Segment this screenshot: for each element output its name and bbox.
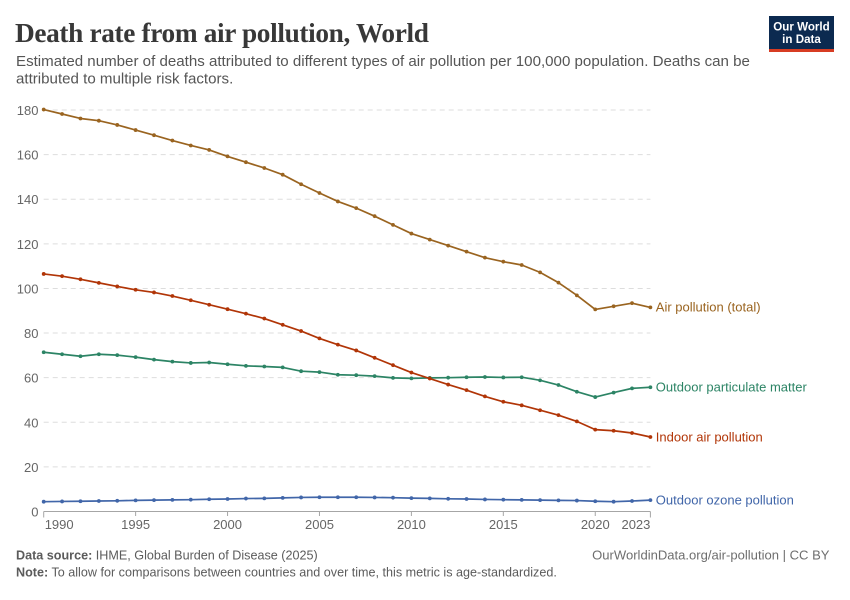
svg-text:0: 0 bbox=[31, 505, 38, 520]
svg-text:in Data: in Data bbox=[782, 33, 821, 46]
svg-text:2020: 2020 bbox=[581, 517, 610, 532]
svg-text:Estimated number of deaths att: Estimated number of deaths attributed to… bbox=[16, 53, 750, 70]
svg-text:2015: 2015 bbox=[489, 517, 518, 532]
svg-text:Data source: IHME, Global Burd: Data source: IHME, Global Burden of Dise… bbox=[16, 548, 318, 562]
svg-text:180: 180 bbox=[17, 103, 39, 118]
svg-text:120: 120 bbox=[17, 237, 39, 252]
svg-text:OurWorldinData.org/air-polluti: OurWorldinData.org/air-pollution | CC BY bbox=[592, 547, 830, 562]
svg-text:Note: To allow for comparisons: Note: To allow for comparisons between c… bbox=[16, 565, 557, 579]
svg-text:40: 40 bbox=[24, 415, 38, 430]
svg-text:Indoor air pollution: Indoor air pollution bbox=[656, 430, 763, 445]
svg-text:2005: 2005 bbox=[305, 517, 334, 532]
svg-text:140: 140 bbox=[17, 192, 39, 207]
svg-text:2023: 2023 bbox=[621, 517, 650, 532]
svg-text:1990: 1990 bbox=[45, 517, 74, 532]
svg-text:2010: 2010 bbox=[397, 517, 426, 532]
svg-text:160: 160 bbox=[17, 148, 39, 163]
svg-text:Outdoor particulate matter: Outdoor particulate matter bbox=[656, 380, 808, 395]
svg-text:100: 100 bbox=[17, 281, 39, 296]
svg-text:attributed to multiple risk fa: attributed to multiple risk factors. bbox=[16, 70, 233, 87]
svg-text:60: 60 bbox=[24, 371, 38, 386]
svg-text:20: 20 bbox=[24, 460, 38, 475]
svg-text:Our World: Our World bbox=[773, 21, 829, 34]
svg-text:1995: 1995 bbox=[121, 517, 150, 532]
svg-text:2000: 2000 bbox=[213, 517, 242, 532]
svg-text:80: 80 bbox=[24, 326, 38, 341]
svg-text:Death rate from air pollution,: Death rate from air pollution, World bbox=[15, 18, 429, 48]
svg-text:Outdoor ozone pollution: Outdoor ozone pollution bbox=[656, 492, 794, 507]
svg-text:Air pollution (total): Air pollution (total) bbox=[656, 300, 761, 315]
